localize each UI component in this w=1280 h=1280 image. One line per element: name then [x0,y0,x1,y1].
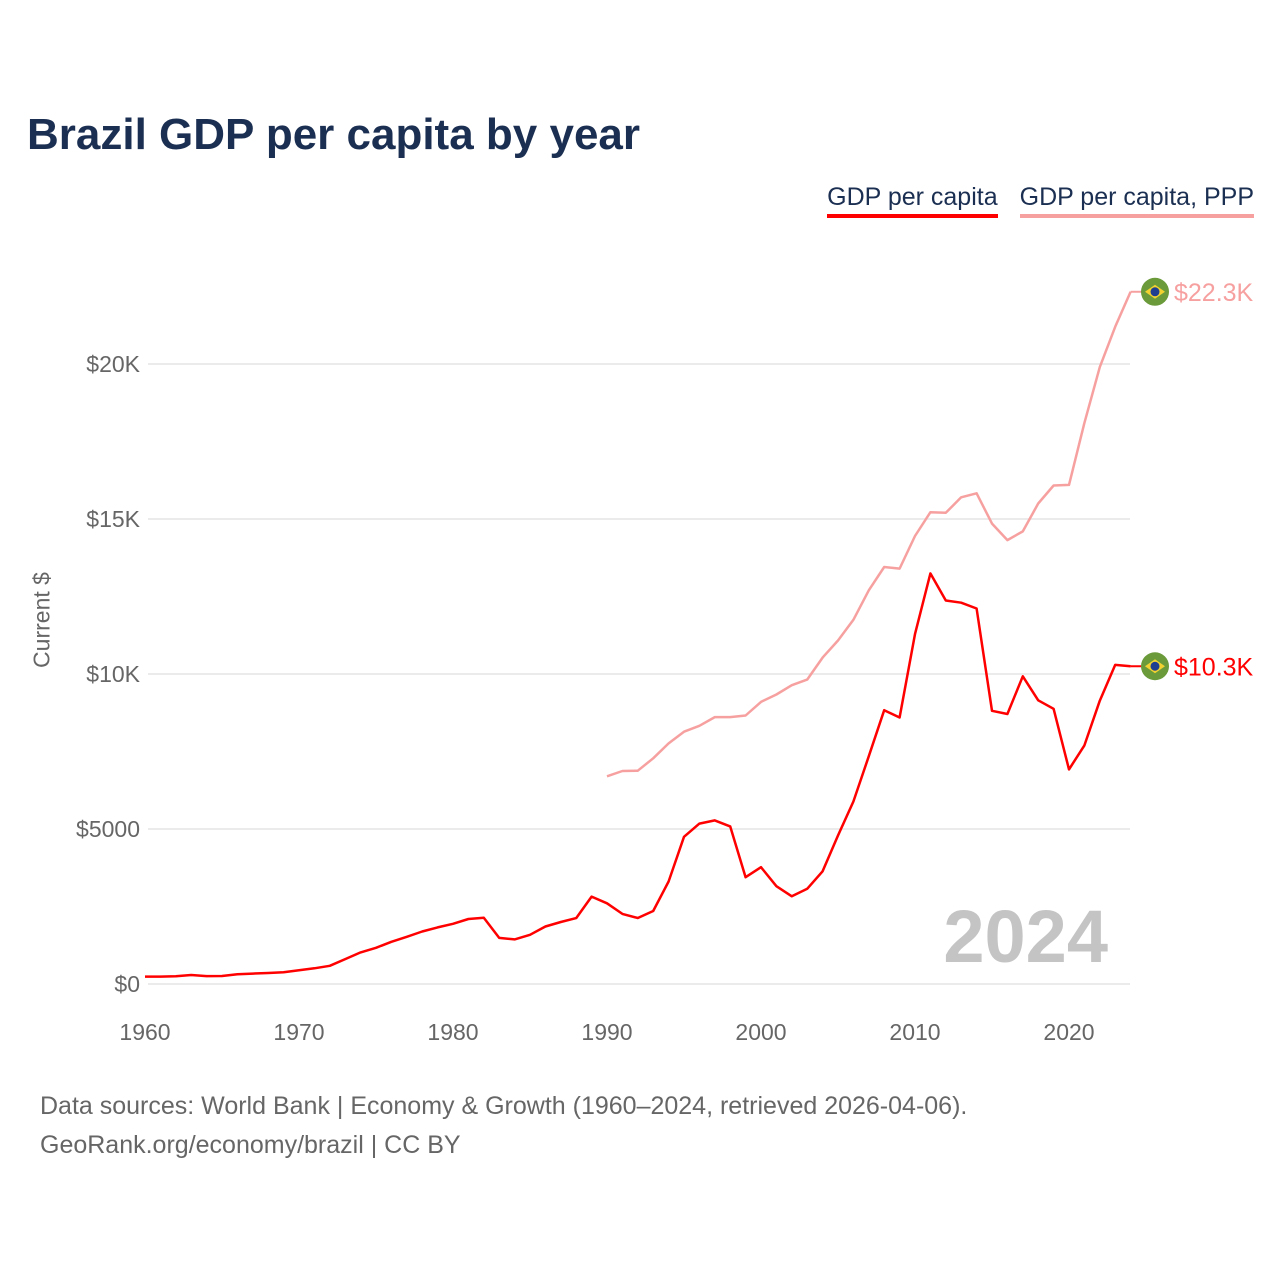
x-tick-label: 1990 [581,1019,632,1045]
x-tick-label: 2010 [889,1019,940,1045]
legend: GDP per capita GDP per capita, PPP [827,183,1254,218]
x-tick-label: 2000 [735,1019,786,1045]
y-tick-label: $10K [86,661,140,687]
x-tick-label: 2020 [1043,1019,1094,1045]
legend-item-gdp-per-capita[interactable]: GDP per capita [827,183,998,218]
chart-title: Brazil GDP per capita by year [27,110,641,159]
y-tick-label: $0 [114,971,140,997]
source-line-1: Data sources: World Bank | Economy & Gro… [40,1092,968,1120]
end-value-label: $22.3K [1174,279,1254,307]
brazil-flag-icon [1141,652,1169,681]
end-value-label: $10.3K [1174,653,1254,681]
year-watermark: 2024 [943,895,1108,978]
y-tick-label: $20K [86,351,140,377]
series-line-gdp-per-capita-ppp [606,291,1132,778]
legend-item-gdp-per-capita-ppp[interactable]: GDP per capita, PPP [1019,183,1254,218]
x-tick-label: 1960 [119,1019,170,1045]
flag-globe [1150,287,1160,297]
y-tick-label: $5000 [76,816,140,842]
brazil-flag-icon [1141,277,1169,306]
series-line-gdp-per-capita [145,572,1131,978]
source-line-2[interactable]: GeoRank.org/economy/brazil | CC BY [40,1131,461,1159]
flag-globe [1150,661,1160,671]
y-tick-label: $15K [86,506,140,532]
x-tick-label: 1970 [273,1019,324,1045]
source-note: Data sources: World Bank | Economy & Gro… [40,1087,967,1165]
x-tick-label: 1980 [427,1019,478,1045]
